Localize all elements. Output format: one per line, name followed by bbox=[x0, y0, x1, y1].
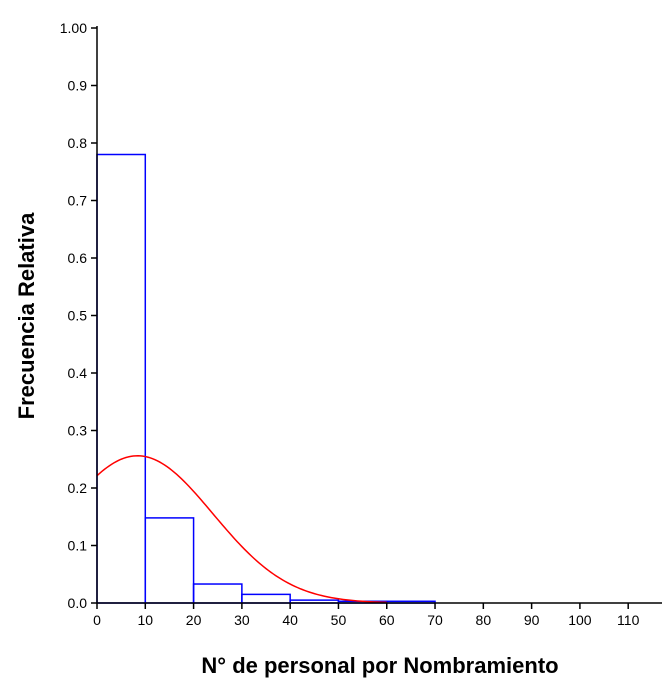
y-tick-label-1: 0.1 bbox=[68, 538, 88, 554]
histogram-bar-2 bbox=[192, 583, 243, 604]
x-tick-label-4: 40 bbox=[282, 612, 298, 628]
y-tick-label-6: 0.6 bbox=[68, 250, 88, 266]
x-tick-label-0: 0 bbox=[93, 612, 101, 628]
x-tick-label-1: 10 bbox=[138, 612, 154, 628]
y-tick-label-8: 0.8 bbox=[68, 135, 88, 151]
y-tick-label-2: 0.2 bbox=[68, 480, 88, 496]
y-tick-label-9: 0.9 bbox=[68, 78, 88, 94]
y-tick-label-4: 0.4 bbox=[68, 365, 88, 381]
x-axis-title: N° de personal por Nombramiento bbox=[201, 653, 558, 678]
x-tick-label-8: 80 bbox=[476, 612, 492, 628]
x-tick-label-5: 50 bbox=[331, 612, 347, 628]
x-tick-label-7: 70 bbox=[427, 612, 443, 628]
y-tick-label-0: 0.0 bbox=[68, 595, 88, 611]
x-tick-label-6: 60 bbox=[379, 612, 395, 628]
x-tick-label-11: 110 bbox=[617, 612, 640, 628]
x-tick-label-9: 90 bbox=[524, 612, 540, 628]
histogram-bar-0 bbox=[96, 153, 147, 604]
x-tick-label-2: 20 bbox=[186, 612, 202, 628]
bars-layer bbox=[96, 153, 436, 604]
y-tick-label-3: 0.3 bbox=[68, 423, 88, 439]
x-tick-label-10: 100 bbox=[568, 612, 592, 628]
axes-layer bbox=[91, 26, 662, 609]
y-axis-title: Frecuencia Relativa bbox=[14, 212, 39, 419]
curve-layer bbox=[96, 455, 387, 604]
histogram-bar-3 bbox=[241, 593, 291, 604]
y-tick-label-7: 0.7 bbox=[68, 193, 88, 209]
labels-layer: 0.0 0.1 0.2 0.3 0.4 0.5 0.6 0.7 0.8 0.9 1.00 0 10 20 3… bbox=[60, 20, 640, 628]
y-tick-label-5: 0.5 bbox=[68, 308, 88, 324]
normal-curve-line bbox=[96, 455, 387, 604]
y-tick-label-10: 1.00 bbox=[60, 20, 87, 36]
histogram-bar-1 bbox=[144, 517, 195, 604]
x-tick-label-3: 30 bbox=[234, 612, 250, 628]
